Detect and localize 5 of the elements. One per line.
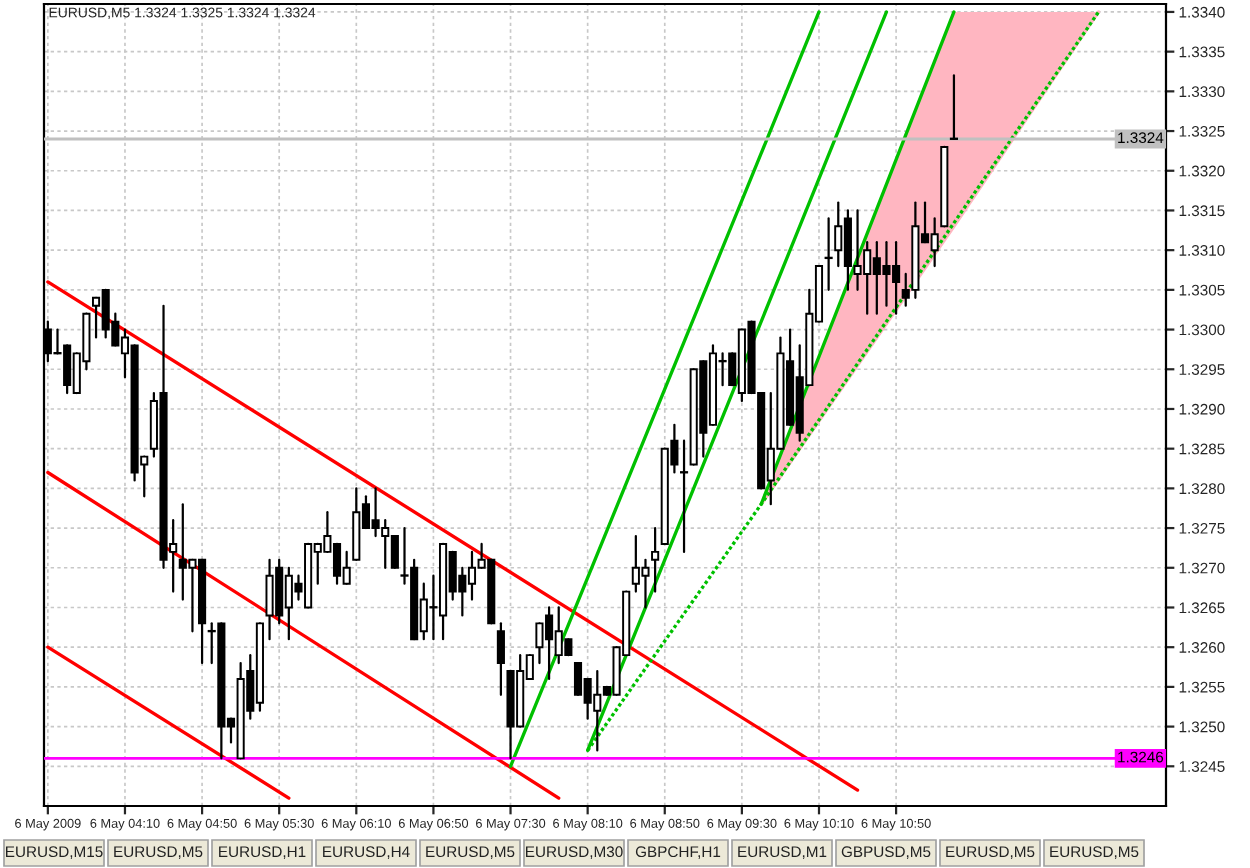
candlestick [651,526,660,593]
candlestick [679,439,689,554]
candlestick [949,74,958,141]
candlestick [496,622,505,696]
candlestick [824,217,833,291]
